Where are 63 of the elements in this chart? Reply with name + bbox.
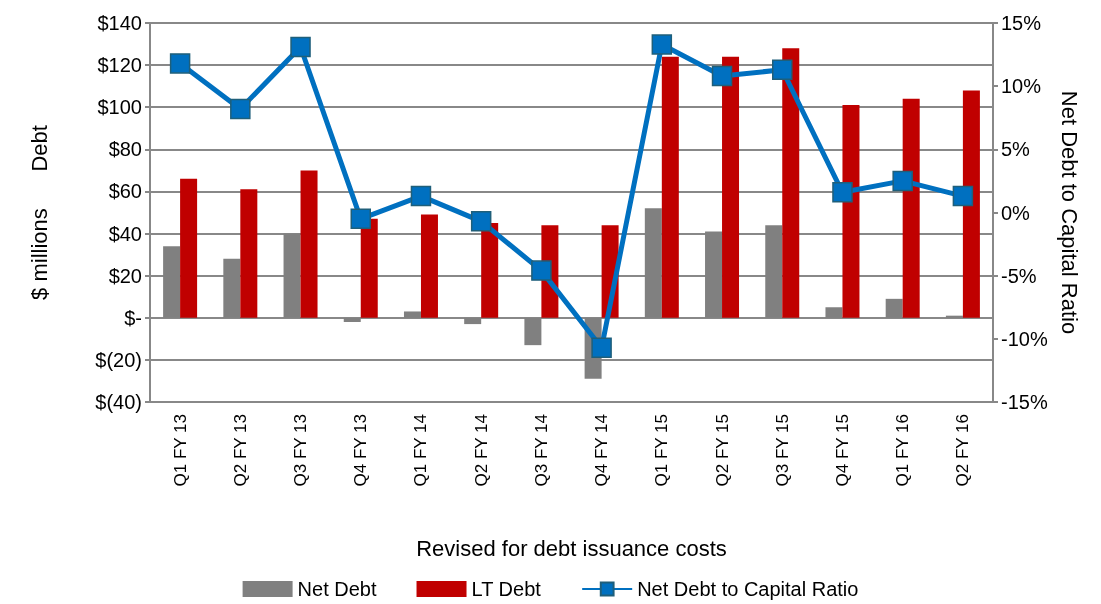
point — [892, 170, 913, 192]
y2-tick-label: 10% — [1001, 75, 1042, 98]
y2-tick-label: -15% — [1001, 391, 1048, 413]
y2-tick-label: 5% — [1001, 138, 1031, 161]
y-tick-label: $140 — [97, 12, 142, 34]
x-tick-label: Q3 FY 15 — [772, 414, 792, 487]
point — [230, 98, 251, 120]
bar — [481, 223, 499, 318]
y-tick-label: $40 — [108, 222, 142, 245]
y-tick-label: $60 — [108, 180, 142, 203]
y-tick-label: $80 — [108, 138, 142, 161]
x-tick-label: Q1 FY 16 — [893, 414, 913, 487]
y-tick-label: $100 — [97, 96, 142, 119]
y2-tick-label: 0% — [1001, 201, 1031, 224]
bar — [842, 105, 860, 318]
point — [651, 34, 673, 55]
bar — [180, 178, 198, 318]
x-tick-label: Q3 FY 13 — [291, 414, 311, 487]
x-tick-label: Q1 FY 13 — [170, 414, 190, 487]
y-tick-label: $(40) — [95, 391, 142, 413]
y-tick-label: $20 — [108, 264, 142, 287]
x-tick-label: Q2 FY 15 — [712, 414, 732, 487]
bar — [661, 56, 679, 318]
x-tick-label: Q4 FY 14 — [592, 414, 612, 487]
point — [470, 211, 492, 232]
point — [952, 185, 974, 207]
bar — [902, 98, 920, 318]
x-tick-label: Q2 FY 14 — [471, 414, 491, 487]
x-tick-label: Q2 FY 16 — [953, 414, 973, 487]
y-tick-label: $120 — [97, 54, 142, 77]
x-axis-title: Revised for debt issuance costs — [416, 535, 727, 561]
y2-tick-label: -5% — [1001, 264, 1037, 287]
x-tick-label: Q3 FY 14 — [531, 414, 551, 487]
point — [832, 182, 853, 203]
bar — [722, 56, 740, 318]
point — [531, 260, 552, 281]
bar — [300, 170, 318, 318]
y2-axis-title: Net Debt to Capital Ratio — [1057, 90, 1083, 335]
bar — [782, 48, 800, 318]
y-tick-label: $- — [124, 306, 142, 329]
x-tick-label: Q2 FY 13 — [230, 414, 250, 487]
point — [711, 65, 733, 87]
point — [290, 36, 311, 58]
bar — [962, 90, 980, 318]
x-tick-label: Q1 FY 14 — [411, 414, 431, 487]
bar — [360, 218, 378, 318]
point — [169, 53, 191, 74]
point — [410, 185, 432, 207]
point — [350, 208, 371, 230]
point — [591, 337, 612, 358]
point — [772, 59, 793, 80]
legend-label: LT Debt — [471, 578, 542, 600]
y2-tick-label: 15% — [1001, 12, 1042, 34]
legend-label: Net Debt to Capital Ratio — [637, 578, 859, 600]
x-tick-label: Q4 FY 13 — [351, 414, 371, 487]
y2-tick-label: -10% — [1001, 327, 1048, 350]
y-tick-label: $(20) — [95, 348, 142, 371]
bar — [420, 214, 438, 318]
legend-label: Net Debt — [297, 578, 377, 600]
bar — [240, 189, 258, 318]
y-axis-title: $ millions Debt — [26, 125, 52, 300]
x-tick-label: Q1 FY 15 — [652, 414, 672, 487]
x-tick-label: Q4 FY 15 — [832, 414, 852, 487]
